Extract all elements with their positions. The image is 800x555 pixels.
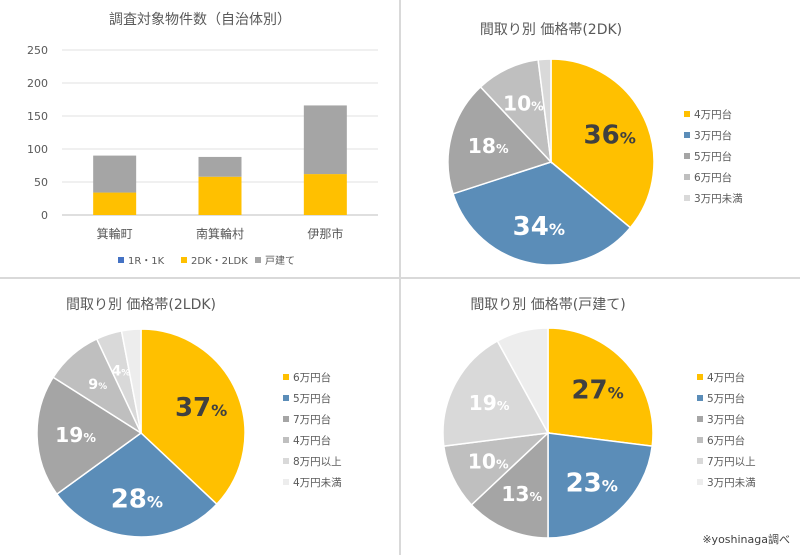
legend-label: 4万円台 xyxy=(694,108,732,121)
pie-slice xyxy=(547,327,654,447)
legend-label: 5万円台 xyxy=(293,392,331,405)
pie-data-label: 13% xyxy=(501,482,542,506)
legend-swatch xyxy=(283,437,289,443)
legend-label: 3万円台 xyxy=(707,413,745,426)
legend-swatch xyxy=(684,174,690,180)
legend-label: 7万円以上 xyxy=(707,456,756,468)
legend-label: 8万円以上 xyxy=(293,456,342,468)
pie-chart-title: 間取り別 価格帯(2LDK) xyxy=(66,297,216,313)
bar-chart-title: 調査対象物件数（自治体別） xyxy=(109,12,291,28)
legend-swatch xyxy=(684,132,690,138)
y-tick-label: 150 xyxy=(27,110,48,123)
legend-swatch xyxy=(283,395,289,401)
legend-swatch xyxy=(697,374,703,380)
legend-label: 3万円未満 xyxy=(694,193,743,205)
pie-chart-house-panel: 間取り別 価格帯(戸建て) 27% 23% 13% 10% 19% 4万円台 5万円台 3万円台… xyxy=(401,279,800,555)
bar-chart: 調査対象物件数（自治体別） 250 200 150 100 50 0 箕輪町 南箕輪村 伊那市 1R… xyxy=(27,12,378,267)
pie-data-label: 4% xyxy=(111,364,130,380)
legend-label: 4万円未満 xyxy=(293,477,342,489)
y-tick-label: 0 xyxy=(41,209,48,222)
pie-slice xyxy=(140,328,246,506)
legend-label: 1R・1K xyxy=(128,256,165,267)
legend-label: 6万円台 xyxy=(293,371,331,384)
pie-data-label: 34% xyxy=(513,212,565,242)
pie-chart-title: 間取り別 価格帯(2DK) xyxy=(480,22,622,38)
legend-swatch xyxy=(684,153,690,159)
x-tick-label: 伊那市 xyxy=(307,226,343,241)
y-tick-label: 50 xyxy=(34,176,48,189)
y-tick-label: 250 xyxy=(27,44,48,57)
legend-swatch xyxy=(697,395,703,401)
pie-slice xyxy=(55,432,218,538)
legend-swatch xyxy=(283,374,289,380)
legend-swatch xyxy=(684,111,690,117)
bar-segment xyxy=(303,174,347,215)
pie-slice xyxy=(547,432,654,539)
legend-swatch xyxy=(283,416,289,422)
pie-data-label: 9% xyxy=(88,377,107,393)
legend-label: 3万円台 xyxy=(694,129,732,142)
legend-swatch xyxy=(255,257,261,263)
legend-swatch xyxy=(118,257,124,263)
legend-label: 6万円台 xyxy=(707,434,745,447)
x-tick-label: 南箕輪村 xyxy=(196,226,244,241)
legend-label: 2DK・2LDK xyxy=(191,256,248,267)
pie-slice xyxy=(36,376,143,496)
pie-slice xyxy=(447,85,553,195)
pie-chart-2dk-panel: 間取り別 価格帯(2DK) 36% 34% 18% 10% 4万円台 3万円台 5万円台 6万円… xyxy=(401,0,800,277)
legend-swatch xyxy=(697,416,703,422)
pie-slice xyxy=(442,339,550,447)
pie-data-label: 19% xyxy=(469,391,510,415)
pie-chart-2ldk-panel: 間取り別 価格帯(2LDK) 37% 28% 19% 9% 4% 6万円台 5万円台 7万円台 4… xyxy=(0,279,399,555)
legend-label: 3万円未満 xyxy=(707,477,756,489)
legend-swatch xyxy=(283,479,289,485)
legend-label: 7万円台 xyxy=(293,413,331,426)
pie-slice xyxy=(470,431,549,539)
pie-data-label: 10% xyxy=(503,91,544,115)
legend-swatch xyxy=(697,437,703,443)
legend-label: 戸建て xyxy=(265,254,295,267)
bar-segment xyxy=(93,155,137,193)
pie-data-label: 37% xyxy=(175,393,227,423)
pie-chart-title: 間取り別 価格帯(戸建て) xyxy=(470,297,625,313)
pie-chart-2ldk: 間取り別 価格帯(2LDK) 37% 28% 19% 9%4% 6万円台 5万円台 7万円台 4… xyxy=(36,297,342,538)
bar-chart-panel: 調査対象物件数（自治体別） 250 200 150 100 50 0 箕輪町 南箕輪村 伊那市 1R… xyxy=(0,0,399,277)
pie-chart-2dk: 間取り別 価格帯(2DK) 36% 34% 18% 10% 4万円台 3万円台 5万円台 6万円… xyxy=(447,22,743,266)
credit-text: ※yoshinaga調べ xyxy=(702,533,790,546)
legend-swatch xyxy=(684,195,690,201)
pie-data-label: 10% xyxy=(468,449,509,473)
pie-chart-house: 間取り別 価格帯(戸建て) 27% 23% 13% 10% 19% 4万円台 5万円台 3万円台… xyxy=(442,297,756,539)
legend-swatch xyxy=(283,458,289,464)
legend-label: 5万円台 xyxy=(694,150,732,163)
legend-swatch xyxy=(697,479,703,485)
legend-label: 4万円台 xyxy=(293,434,331,447)
panel-divider-horizontal xyxy=(0,277,800,279)
y-tick-label: 200 xyxy=(27,77,48,90)
pie-data-label: 18% xyxy=(468,134,509,158)
y-tick-label: 100 xyxy=(27,143,48,156)
pie-data-label: 27% xyxy=(571,375,623,405)
bar-segment xyxy=(93,192,137,215)
x-tick-label: 箕輪町 xyxy=(97,226,133,241)
pie-slice xyxy=(120,328,142,434)
legend-label: 6万円台 xyxy=(694,171,732,184)
bar-segment xyxy=(303,105,347,175)
legend-swatch xyxy=(181,257,187,263)
pie-data-label: 19% xyxy=(55,423,96,447)
pie-slice xyxy=(496,327,549,434)
bar-segment xyxy=(198,176,242,215)
bar-segment xyxy=(198,156,242,177)
legend-label: 5万円台 xyxy=(707,392,745,405)
pie-data-label: 36% xyxy=(584,120,636,150)
pie-data-label: 28% xyxy=(111,484,163,514)
pie-slice xyxy=(452,161,632,266)
pie-slice xyxy=(550,58,655,229)
legend-swatch xyxy=(697,458,703,464)
legend-label: 4万円台 xyxy=(707,371,745,384)
pie-slice xyxy=(537,58,552,163)
pie-data-label: 23% xyxy=(566,469,618,499)
